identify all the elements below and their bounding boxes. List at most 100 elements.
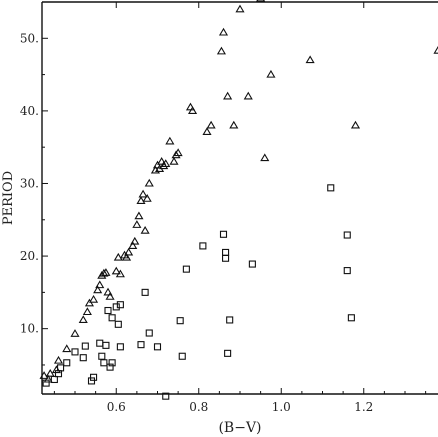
triangle-point (140, 225, 150, 234)
y-tick-label: 10. (20, 322, 39, 336)
triangle-point (45, 368, 55, 377)
triangle-point (93, 285, 103, 294)
triangle-point (235, 4, 245, 13)
triangle-point (169, 157, 179, 165)
axes (41, 1, 438, 395)
square-point (90, 373, 98, 381)
triangle-point (305, 55, 315, 64)
triangle-point (142, 194, 152, 202)
triangle-point (161, 159, 171, 167)
square-point (162, 392, 170, 400)
triangle-point (82, 307, 92, 316)
square-point (176, 317, 184, 325)
triangle-point (223, 91, 233, 100)
triangle-point (138, 189, 148, 198)
triangle-point (39, 371, 49, 379)
triangle-point (113, 252, 123, 261)
square-point (71, 348, 79, 356)
triangle-point (433, 45, 438, 54)
square-point (116, 301, 124, 309)
triangle-point (78, 315, 88, 324)
triangle-point (188, 106, 198, 114)
y-tick-label: 20. (20, 249, 39, 263)
triangle-point (229, 120, 239, 129)
square-point (343, 267, 351, 275)
square-point (153, 343, 162, 351)
triangle-point (130, 236, 140, 245)
square-point (106, 363, 114, 371)
square-point (343, 231, 351, 239)
y-axis-label: PERIOD (1, 171, 16, 225)
triangle-point (99, 268, 109, 277)
triangle-point (134, 211, 144, 220)
triangle-point (243, 91, 253, 100)
square-point (81, 342, 89, 350)
square-point (137, 341, 145, 349)
square-point (42, 379, 50, 387)
triangle-point (95, 280, 105, 289)
square-point (57, 364, 65, 372)
square-point (222, 248, 230, 256)
square-point (182, 265, 190, 273)
triangle-point (70, 329, 80, 337)
triangle-point (350, 120, 361, 129)
y-tick-label: 50. (20, 31, 39, 45)
x-axis-label: (B−V) (218, 420, 261, 436)
tick-labels: 0.6 0.8 1.0 1.2 10. 20. 30. 40. 50. (20, 31, 373, 414)
triangle-point (157, 157, 167, 165)
square-point (102, 341, 110, 349)
triangle-point (218, 27, 229, 36)
x-tick-label: 1.0 (272, 400, 291, 414)
square-point (114, 320, 122, 328)
square-point (112, 303, 120, 311)
data-points (39, 0, 438, 400)
triangle-point (171, 150, 181, 159)
square-point (79, 354, 87, 362)
square-point (145, 329, 153, 337)
x-tick-label: 0.6 (107, 400, 126, 414)
square-point (98, 352, 106, 360)
triangle-point (122, 252, 132, 261)
triangle-point (165, 136, 175, 145)
tick-marks (42, 2, 427, 394)
triangle-point (266, 69, 276, 78)
triangle-point (53, 355, 64, 364)
square-point (116, 343, 124, 351)
square-point (100, 359, 108, 367)
triangle-point (132, 220, 142, 228)
square-point (104, 306, 112, 315)
square-point (178, 352, 186, 360)
triangle-point (124, 247, 134, 256)
triangle-point (128, 241, 138, 249)
triangle-point (260, 153, 270, 162)
triangle-point (89, 294, 99, 303)
triangle-point (51, 365, 61, 374)
square-point (327, 184, 335, 192)
triangle-point (103, 287, 113, 296)
triangle-point (256, 0, 266, 2)
square-point (87, 377, 96, 385)
square-point (222, 254, 230, 262)
square-point (224, 349, 232, 357)
triangle-point (144, 178, 154, 187)
triangle-point (43, 374, 53, 383)
triangle-point (206, 120, 216, 129)
triangle-point (101, 268, 111, 276)
x-tick-label: 0.8 (189, 400, 208, 414)
triangle-point (84, 298, 94, 307)
triangle-point (115, 269, 125, 278)
triangle-point (105, 292, 115, 300)
triangle-point (173, 148, 183, 157)
triangle-point (216, 46, 226, 55)
square-point (141, 288, 149, 296)
square-point (108, 314, 116, 322)
square-point (50, 375, 58, 384)
y-tick-label: 40. (20, 104, 39, 118)
square-point (96, 339, 104, 347)
square-point (226, 316, 234, 324)
triangle-point (136, 196, 146, 204)
x-tick-label: 1.2 (354, 400, 373, 414)
triangle-point (111, 266, 121, 275)
square-point (108, 359, 116, 367)
square-point (347, 314, 355, 322)
